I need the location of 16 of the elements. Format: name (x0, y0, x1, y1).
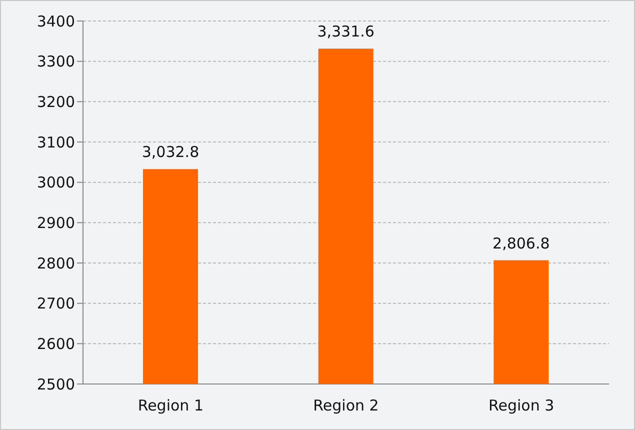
y-tick-label: 3200 (36, 92, 75, 111)
data-label: 2,806.8 (492, 234, 550, 252)
y-tick-label: 3400 (36, 12, 75, 30)
x-tick-label: Region 3 (488, 396, 554, 415)
y-tick-label: 2900 (36, 214, 75, 232)
y-tick-label: 2800 (36, 254, 75, 272)
data-label: 3,331.6 (317, 22, 374, 41)
y-tick-label: 2500 (36, 375, 75, 394)
y-tick-label: 2700 (36, 294, 75, 313)
y-tick-label: 3300 (36, 52, 75, 71)
data-label: 3,032.8 (142, 143, 200, 162)
y-tick-label: 3100 (36, 133, 75, 152)
y-tick-label: 2600 (36, 334, 75, 353)
x-tick-label: Region 1 (138, 396, 204, 415)
y-tick-label: 3000 (36, 174, 75, 192)
x-tick-label: Region 2 (313, 396, 379, 415)
